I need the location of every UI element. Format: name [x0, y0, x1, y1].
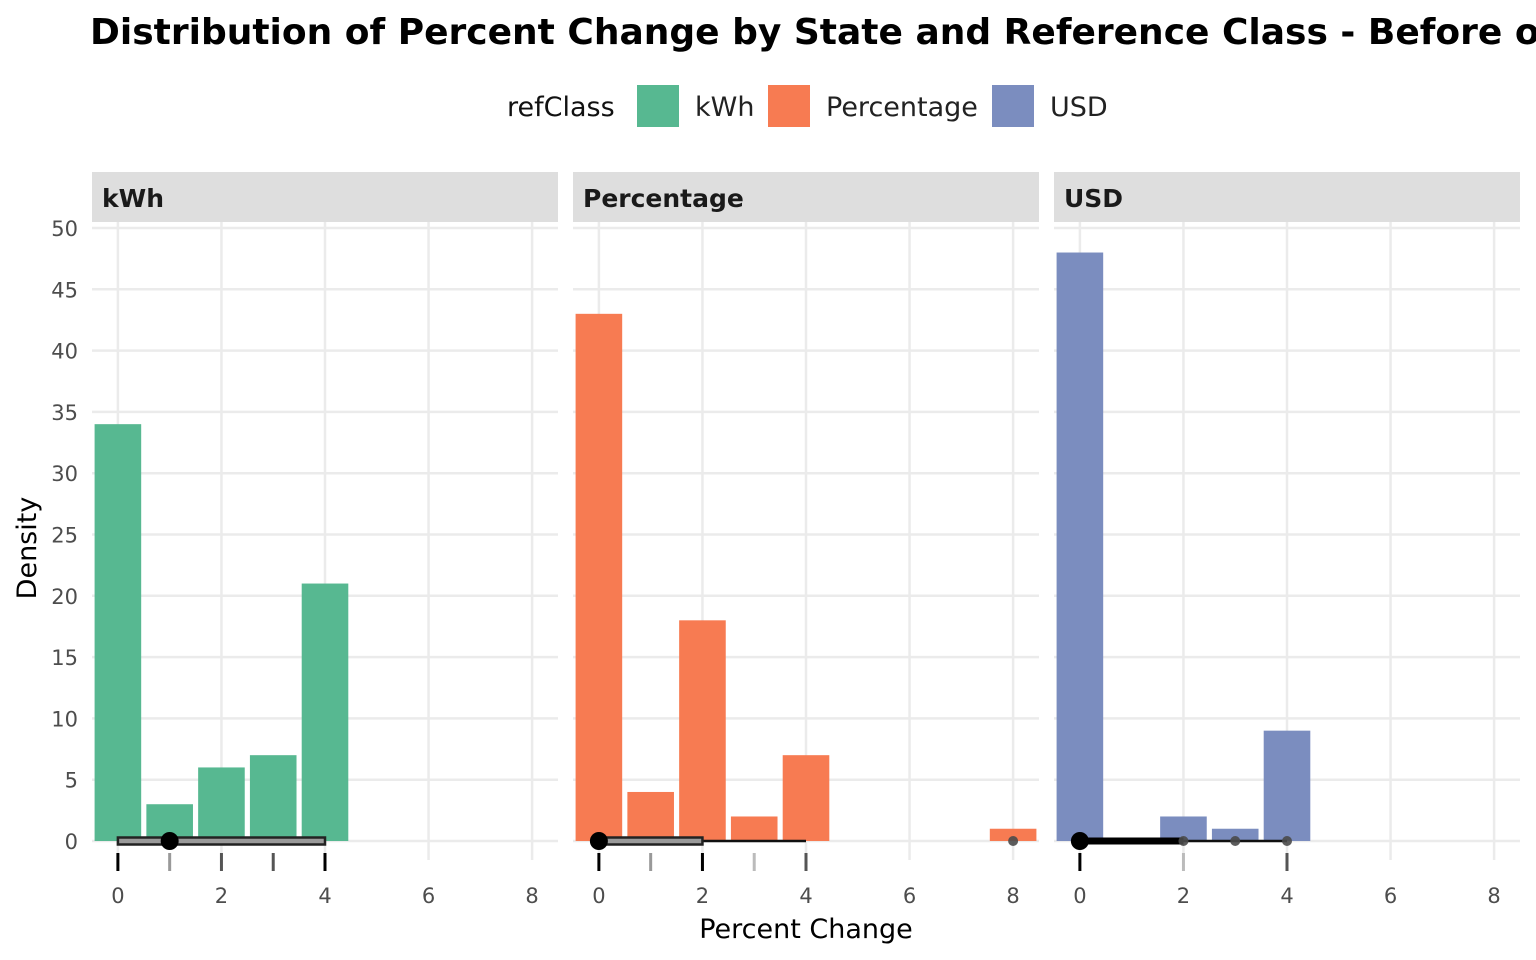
- y-tick-label: 20: [51, 585, 78, 609]
- x-tick-label: 8: [1006, 884, 1019, 908]
- facet-panel-usd: USD 0 2 4 6 8: [1054, 172, 1520, 908]
- histogram-bar: [249, 755, 297, 841]
- boxplot-median: [589, 832, 608, 850]
- histogram-bar: [679, 620, 726, 841]
- facet-panel-percentage: Percentage 0 2 4 6 8: [573, 172, 1039, 908]
- facet-strip-label: kWh: [102, 184, 164, 213]
- y-tick-label: 40: [51, 340, 78, 364]
- y-tick-label: 50: [51, 217, 78, 241]
- y-axis-title: Density: [12, 497, 43, 600]
- legend-swatch-kwh: [637, 85, 679, 127]
- boxplot-outlier: [1230, 836, 1241, 846]
- x-tick-label: 0: [1073, 884, 1086, 908]
- histogram-bar: [730, 816, 778, 841]
- histogram-bar: [575, 313, 623, 841]
- boxplot: [1070, 832, 1292, 850]
- legend-swatch-usd: [992, 85, 1034, 127]
- x-tick-label: 4: [1280, 884, 1293, 908]
- boxplot-outlier: [1282, 836, 1292, 846]
- boxplot-median: [1070, 832, 1089, 850]
- histogram-bar: [782, 755, 830, 841]
- boxplot-outlier: [1178, 836, 1189, 846]
- boxplot: [589, 832, 1019, 850]
- x-tick-label: 4: [799, 884, 812, 908]
- legend-label-usd: USD: [1050, 92, 1108, 123]
- y-tick-label: 25: [51, 524, 78, 548]
- x-tick-label: 2: [1177, 884, 1190, 908]
- x-axis-title: Percent Change: [699, 914, 913, 945]
- x-tick-label: 0: [592, 884, 605, 908]
- histogram-bar: [989, 828, 1037, 841]
- x-tick-label: 0: [111, 884, 124, 908]
- boxplot-outlier: [1008, 836, 1019, 846]
- legend-swatch-percentage: [768, 85, 810, 127]
- facet-strip: [573, 172, 1039, 222]
- x-tick-label: 8: [525, 884, 538, 908]
- boxplot-median: [160, 832, 179, 850]
- legend: refClass kWh Percentage USD: [507, 85, 1108, 127]
- facet-strip: [92, 172, 558, 222]
- y-tick-label: 30: [51, 462, 78, 486]
- x-tick-label: 6: [903, 884, 916, 908]
- histogram-bar: [1211, 828, 1259, 841]
- chart-title: Distribution of Percent Change by State …: [90, 12, 1536, 53]
- y-tick-label: 0: [65, 830, 78, 854]
- legend-label-kwh: kWh: [695, 92, 754, 123]
- x-tick-label: 6: [1384, 884, 1397, 908]
- y-tick-label: 5: [65, 769, 78, 793]
- histogram-bar: [94, 424, 142, 841]
- histogram-bar: [301, 583, 349, 841]
- x-tick-label: 4: [318, 884, 331, 908]
- histogram-bar: [198, 767, 245, 841]
- y-tick-label: 35: [51, 401, 78, 425]
- y-tick-label: 15: [51, 646, 78, 670]
- y-tick-label: 10: [51, 707, 78, 731]
- facet-strip-label: Percentage: [583, 184, 744, 213]
- histogram-bar: [627, 791, 674, 841]
- boxplot-box: [597, 836, 704, 846]
- legend-label-percentage: Percentage: [826, 92, 978, 123]
- boxplot: [116, 832, 327, 850]
- facet-strip-label: USD: [1064, 184, 1123, 213]
- y-axis-ticks: 0 5 10 15 20 25 30 35 40 45 50: [51, 217, 78, 854]
- boxplot-box: [116, 836, 327, 846]
- histogram-bar: [1263, 730, 1311, 841]
- legend-title: refClass: [507, 92, 615, 123]
- x-tick-label: 6: [422, 884, 435, 908]
- x-tick-label: 2: [696, 884, 709, 908]
- panels: kWh 0 2 4 6 8 Percentage 0 2 4 6 8 USD 0 2 4 6 8: [92, 172, 1520, 908]
- y-tick-label: 45: [51, 278, 78, 302]
- x-tick-label: 8: [1487, 884, 1500, 908]
- histogram-bar: [1056, 252, 1104, 841]
- x-tick-label: 2: [215, 884, 228, 908]
- facet-strip: [1054, 172, 1520, 222]
- facet-panel-kwh: kWh 0 2 4 6 8: [92, 172, 558, 908]
